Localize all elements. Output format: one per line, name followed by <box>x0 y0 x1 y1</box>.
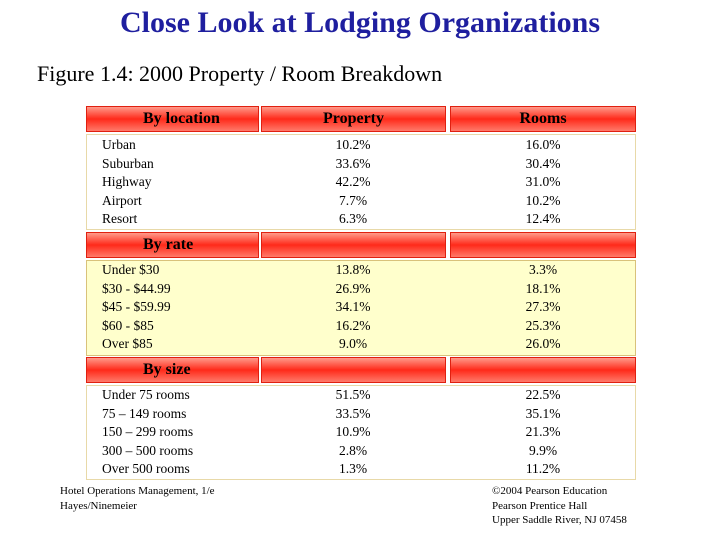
location-labels: Urban Suburban Highway Airport Resort <box>102 136 154 229</box>
header-by-size: By size <box>86 357 259 383</box>
header-size-spacer-rooms <box>450 357 636 383</box>
table-cell: 7.7% <box>338 192 368 208</box>
header-size-spacer-property <box>261 357 446 383</box>
table-cell: 26.9% <box>335 280 371 296</box>
table-cell: 35.1% <box>525 405 561 421</box>
slide-title: Close Look at Lodging Organizations <box>119 6 601 39</box>
table-cell: 11.2% <box>525 461 561 477</box>
footer-authors: Hayes/Ninemeier <box>60 499 137 512</box>
table-cell: 31.0% <box>525 174 561 190</box>
table-row-label: $45 - $59.99 <box>102 299 171 315</box>
header-rate-spacer-property <box>261 232 446 258</box>
table-row-label: Under $30 <box>102 262 160 277</box>
header-by-location: By location <box>86 106 259 132</box>
table-cell: 1.3% <box>338 461 368 477</box>
section-rate <box>86 260 636 356</box>
rate-rooms-values: 3.3% 18.1% 27.3% 25.3% 26.0% <box>508 261 578 354</box>
table-cell: 13.8% <box>335 262 371 277</box>
figure-caption: Figure 1.4: 2000 Property / Room Breakdo… <box>37 61 443 86</box>
size-rooms-values: 22.5% 35.1% 21.3% 9.9% 11.2% <box>508 386 578 479</box>
section-size <box>86 385 636 480</box>
table-row-label: $60 - $85 <box>102 317 154 333</box>
table-cell: 33.6% <box>335 155 371 171</box>
table-row-label: Suburban <box>102 155 154 171</box>
header-rooms: Rooms <box>450 106 636 132</box>
table-row-label: Over $85 <box>102 336 153 352</box>
table-cell: 25.3% <box>525 317 561 333</box>
header-by-rate: By rate <box>86 232 259 258</box>
table-row-label: 150 – 299 rooms <box>102 424 194 440</box>
table-cell: 30.4% <box>525 155 561 171</box>
table-row-label: Resort <box>102 211 138 227</box>
breakdown-table: By location Property Rooms Urban Suburba… <box>86 106 636 480</box>
table-cell: 9.9% <box>528 442 558 458</box>
table-cell: 51.5% <box>335 387 371 402</box>
footer-publisher: Pearson Prentice Hall <box>492 499 588 512</box>
table-cell: 9.0% <box>338 336 368 352</box>
table-cell: 10.2% <box>525 192 561 208</box>
table-cell: 27.3% <box>525 299 561 315</box>
footer-address: Upper Saddle River, NJ 07458 <box>492 514 627 526</box>
table-cell: 33.5% <box>335 405 371 421</box>
table-cell: 22.5% <box>525 387 561 402</box>
rate-labels: Under $30 $30 - $44.99 $45 - $59.99 $60 … <box>102 261 171 354</box>
location-rooms-values: 16.0% 30.4% 31.0% 10.2% 12.4% <box>508 136 578 229</box>
table-row-label: Over 500 rooms <box>102 461 190 477</box>
size-labels: Under 75 rooms 75 – 149 rooms 150 – 299 … <box>102 386 193 479</box>
table-cell: 42.2% <box>335 174 371 190</box>
table-cell: 2.8% <box>338 442 368 458</box>
table-cell: 6.3% <box>338 211 368 227</box>
footer-copyright: ©2004 Pearson Education <box>492 485 608 497</box>
table-cell: 10.9% <box>335 424 371 440</box>
footer-book-title: Hotel Operations Management, 1/e <box>60 485 215 497</box>
table-row-label: 300 – 500 rooms <box>102 442 194 458</box>
table-cell: 16.0% <box>525 137 561 152</box>
table-cell: 21.3% <box>525 424 561 440</box>
size-property-values: 51.5% 33.5% 10.9% 2.8% 1.3% <box>318 386 388 479</box>
rate-property-values: 13.8% 26.9% 34.1% 16.2% 9.0% <box>318 261 388 354</box>
table-cell: 3.3% <box>528 262 558 277</box>
table-cell: 12.4% <box>525 211 561 227</box>
table-row-label: Under 75 rooms <box>102 387 190 402</box>
header-rate-spacer-rooms <box>450 232 636 258</box>
table-row-label: $30 - $44.99 <box>102 280 171 296</box>
section-location <box>86 134 636 230</box>
table-cell: 26.0% <box>525 336 561 352</box>
table-row-label: 75 – 149 rooms <box>102 405 187 421</box>
table-cell: 16.2% <box>335 317 371 333</box>
table-row-label: Airport <box>102 192 142 208</box>
table-cell: 34.1% <box>335 299 371 315</box>
table-cell: 10.2% <box>335 137 371 152</box>
table-row-label: Highway <box>102 174 152 190</box>
footer-right: ©2004 Pearson Education Pearson Prentice… <box>492 484 627 528</box>
table-row-label: Urban <box>102 137 136 152</box>
table-cell: 18.1% <box>525 280 561 296</box>
header-property: Property <box>261 106 446 132</box>
location-property-values: 10.2% 33.6% 42.2% 7.7% 6.3% <box>318 136 388 229</box>
footer-left: Hotel Operations Management, 1/e Hayes/N… <box>60 484 215 513</box>
